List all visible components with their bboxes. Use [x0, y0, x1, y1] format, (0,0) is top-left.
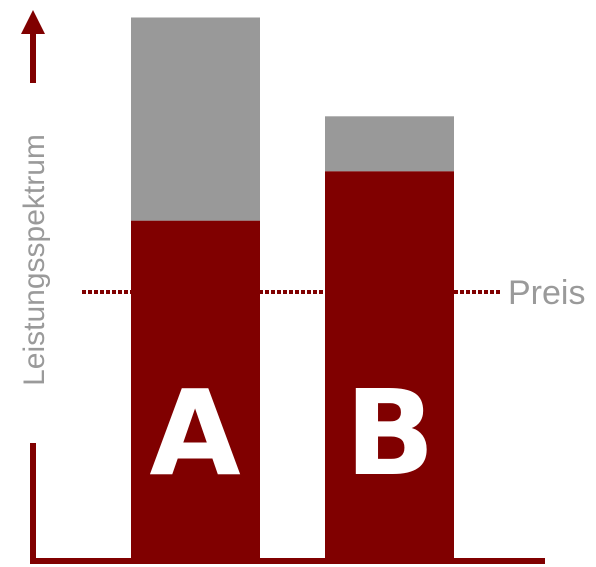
bar-a-segment-1: [131, 17, 260, 221]
bars-layer: [131, 17, 454, 561]
bar-b-segment-1: [325, 116, 454, 172]
category-label-b: B: [345, 364, 435, 502]
category-label-a: A: [149, 364, 240, 502]
y-axis-label: Leistungsspektrum: [18, 134, 51, 386]
bar-b-segment-0: [325, 171, 454, 561]
preis-label: Preis: [508, 274, 585, 312]
bar-a-segment-0: [131, 220, 260, 561]
